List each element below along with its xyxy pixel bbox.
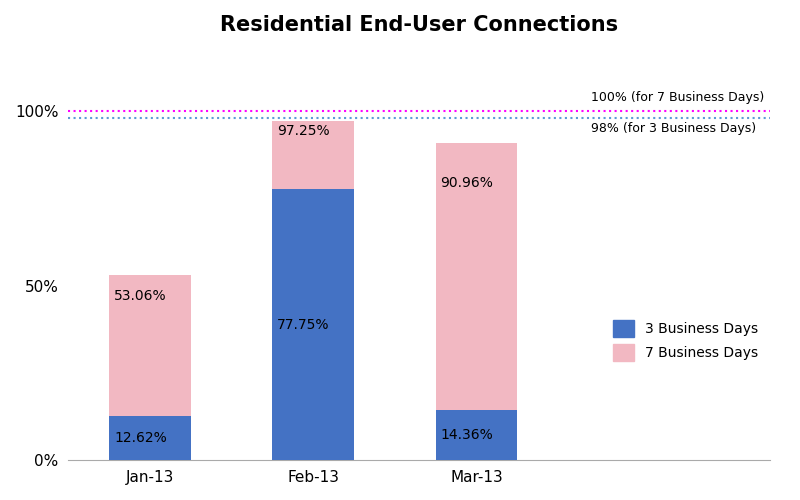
Text: 14.36%: 14.36% bbox=[441, 428, 494, 442]
Bar bbox=[436, 142, 518, 410]
Text: 90.96%: 90.96% bbox=[441, 176, 494, 190]
Legend: 3 Business Days, 7 Business Days: 3 Business Days, 7 Business Days bbox=[607, 314, 763, 366]
Bar bbox=[109, 275, 190, 416]
Bar bbox=[109, 416, 190, 461]
Text: 53.06%: 53.06% bbox=[114, 289, 166, 303]
Title: Residential End-User Connections: Residential End-User Connections bbox=[220, 15, 618, 35]
Text: 100% (for 7 Business Days): 100% (for 7 Business Days) bbox=[590, 91, 764, 104]
Text: 98% (for 3 Business Days): 98% (for 3 Business Days) bbox=[590, 122, 756, 134]
Bar bbox=[272, 189, 354, 460]
Bar bbox=[436, 410, 518, 461]
Bar bbox=[272, 120, 354, 189]
Text: 12.62%: 12.62% bbox=[114, 431, 166, 445]
Text: 77.75%: 77.75% bbox=[278, 318, 330, 332]
Text: 97.25%: 97.25% bbox=[278, 124, 330, 138]
